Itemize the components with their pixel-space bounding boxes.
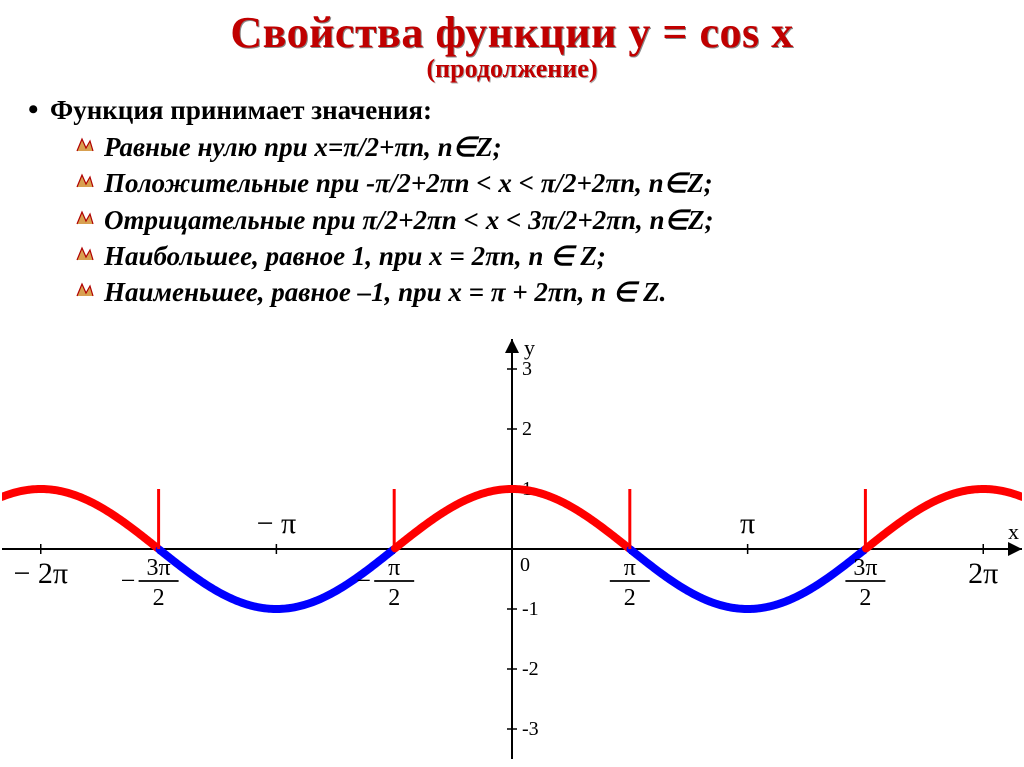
svg-text:π: π [624, 555, 636, 581]
slide: Свойства функции y = cos x (продолжение)… [0, 0, 1024, 767]
list-item: Положительные при -π/2+2πn < x < π/2+2πn… [24, 165, 1000, 201]
svg-text:-3: -3 [522, 718, 539, 740]
svg-text:0: 0 [520, 554, 530, 576]
bullet-icon [76, 209, 94, 227]
svg-text:3π: 3π [853, 555, 877, 581]
list-item: Равные нулю при x=π/2+πn, n∈Z; [24, 129, 1000, 165]
svg-text:-2: -2 [522, 658, 539, 680]
bullet-icon [76, 172, 94, 190]
svg-text:π: π [740, 507, 755, 540]
bullet-icon [76, 245, 94, 263]
item-text: Наибольшее, равное 1, при x = 2πn, n ∈ Z… [104, 241, 606, 271]
slide-title: Свойства функции y = cos x [24, 10, 1000, 56]
bullet-icon [76, 281, 94, 299]
slide-subtitle: (продолжение) [24, 54, 1000, 84]
lead-text: Функция принимает значения: [24, 92, 1000, 128]
item-text: Отрицательные при π/2+2πn < x < 3π/2+2πn… [104, 205, 713, 235]
list-item: Наименьшее, равное –1, при x = π + 2πn, … [24, 274, 1000, 310]
bullet-list: Функция принимает значения: Равные нулю … [24, 92, 1000, 311]
svg-text:π: π [388, 555, 400, 581]
svg-text:x: x [1008, 519, 1019, 544]
svg-text:2: 2 [624, 585, 636, 611]
item-text: Положительные при -π/2+2πn < x < π/2+2πn… [104, 168, 713, 198]
svg-text:2: 2 [388, 585, 400, 611]
svg-text:2: 2 [859, 585, 871, 611]
list-item: Наибольшее, равное 1, при x = 2πn, n ∈ Z… [24, 238, 1000, 274]
item-text: Равные нулю при x=π/2+πn, n∈Z; [104, 132, 502, 162]
svg-text:3π: 3π [147, 555, 171, 581]
svg-text:2π: 2π [968, 557, 998, 590]
svg-text:2: 2 [153, 585, 165, 611]
svg-text:− 2π: − 2π [13, 557, 68, 590]
svg-text:−: − [356, 566, 371, 595]
item-text: Наименьшее, равное –1, при x = π + 2πn, … [104, 277, 666, 307]
svg-text:y: y [524, 339, 535, 360]
cosine-chart: 321-1-2-3yx− 2π−3π2− π−π20π2π3π22π [2, 339, 1022, 759]
svg-text:− π: − π [257, 507, 297, 540]
list-item: Отрицательные при π/2+2πn < x < 3π/2+2πn… [24, 202, 1000, 238]
bullet-icon [76, 136, 94, 154]
svg-text:2: 2 [522, 418, 532, 440]
svg-text:−: − [121, 566, 136, 595]
svg-text:3: 3 [522, 358, 532, 380]
svg-text:-1: -1 [522, 598, 539, 620]
